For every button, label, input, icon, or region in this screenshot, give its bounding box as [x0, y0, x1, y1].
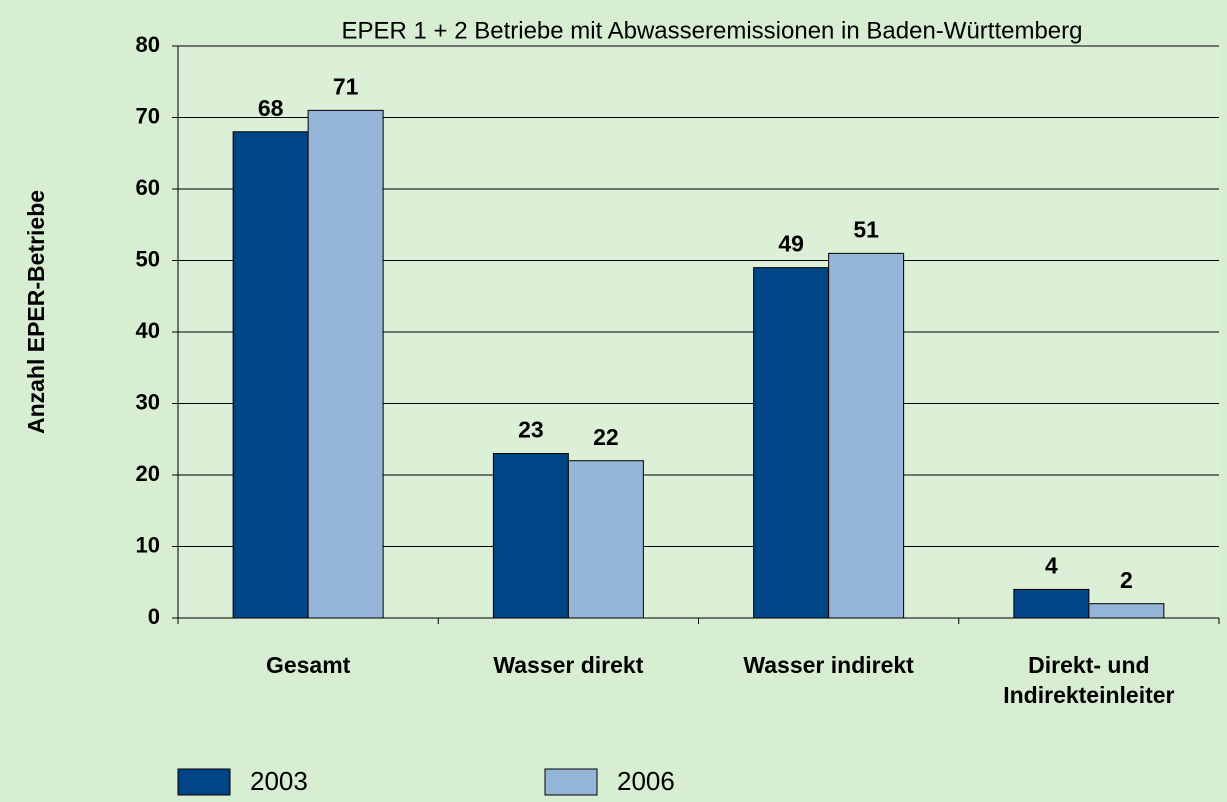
- value-label: 23: [518, 417, 544, 443]
- y-tick-label: 50: [136, 246, 160, 271]
- x-tick-label: Wasser indirekt: [743, 652, 914, 678]
- y-tick-label: 40: [136, 318, 160, 343]
- legend-swatch: [544, 768, 598, 796]
- value-label: 68: [258, 95, 284, 121]
- x-tick-label: Wasser direkt: [493, 652, 644, 678]
- bar: [828, 252, 905, 619]
- value-label: 51: [853, 216, 879, 242]
- bar: [232, 131, 309, 619]
- y-tick-label: 20: [136, 461, 160, 486]
- bar: [307, 109, 384, 619]
- value-label: 2: [1120, 567, 1133, 593]
- chart-title: EPER 1 + 2 Betriebe mit Abwasseremission…: [341, 17, 1082, 44]
- y-tick-label: 30: [136, 389, 160, 414]
- bar: [753, 267, 830, 619]
- bar: [1013, 588, 1090, 619]
- y-tick-label: 70: [136, 103, 160, 128]
- legend-label: 2003: [250, 766, 308, 796]
- legend-label: 2006: [617, 766, 675, 796]
- y-tick-label: 60: [136, 175, 160, 200]
- bar: [492, 453, 569, 619]
- value-label: 4: [1045, 552, 1058, 578]
- value-label: 71: [333, 73, 359, 99]
- y-axis-label: Anzahl EPER-Betriebe: [23, 190, 49, 434]
- bar: [1088, 603, 1165, 619]
- y-tick-label: 0: [148, 604, 160, 629]
- value-label: 22: [593, 424, 619, 450]
- x-tick-label: Direkt- und Indirekteinleiter: [1003, 652, 1175, 708]
- y-tick-label: 80: [136, 32, 160, 57]
- legend-swatch: [177, 768, 231, 796]
- value-label: 49: [778, 231, 804, 257]
- bar: [567, 460, 644, 619]
- x-tick-label: Gesamt: [265, 652, 351, 678]
- y-tick-label: 10: [136, 532, 160, 557]
